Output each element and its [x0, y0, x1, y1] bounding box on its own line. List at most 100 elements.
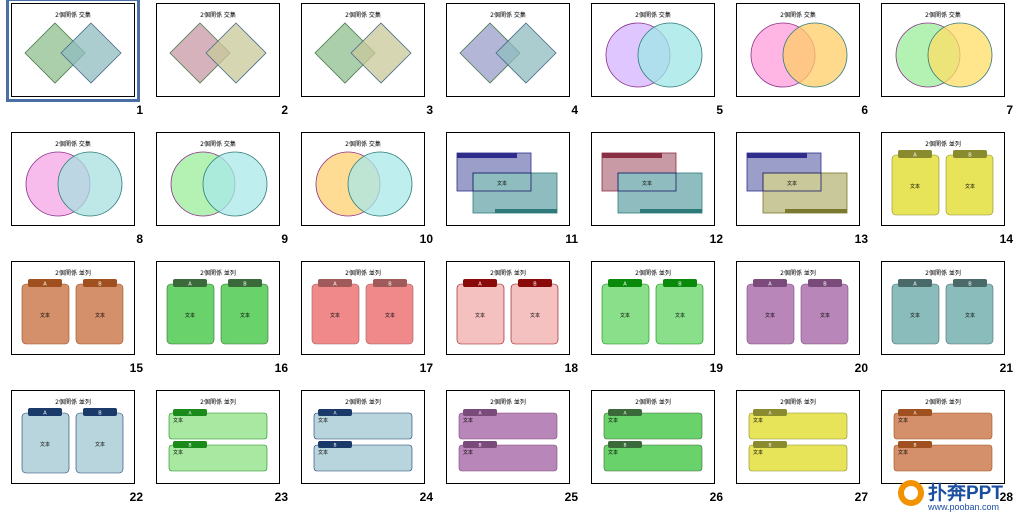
card-a-tab — [173, 279, 207, 287]
slide-preview: 2個関係 交集 — [881, 3, 1005, 97]
slide-thumbnail-11[interactable]: 文本 11 — [446, 132, 586, 246]
card-a-text: 文本 — [330, 312, 340, 319]
diamond-shape-right — [495, 22, 557, 84]
slide-thumbnail-13[interactable]: 文本 13 — [736, 132, 876, 246]
slide-thumbnail-23[interactable]: 2個関係 並列 A B 文本 文本 23 — [156, 390, 296, 504]
slide-preview: 2個関係 交集 — [6, 0, 140, 102]
circle-shape-right — [202, 151, 268, 217]
slide-thumbnail-2[interactable]: 2個関係 交集 2 — [156, 3, 296, 117]
rect-shape-front — [762, 172, 848, 214]
rect-header-bar — [457, 153, 517, 158]
card-a-label: A — [913, 153, 917, 159]
slide-title: 2個関係 交集 — [635, 11, 671, 19]
bar-b-tab — [608, 441, 642, 448]
slide-number: 8 — [136, 232, 143, 246]
slide-title: 2個関係 並列 — [780, 269, 816, 277]
slide-preview: 2個関係 並列 A B 文本 文本 — [446, 390, 570, 484]
bar-b-tab — [173, 441, 207, 448]
slide-thumbnail-27[interactable]: 2個関係 並列 A B 文本 文本 27 — [736, 390, 876, 504]
card-a-text: 文本 — [910, 312, 920, 319]
slide-thumbnail-5[interactable]: 2個関係 交集 5 — [591, 3, 731, 117]
slide-thumbnail-10[interactable]: 2個関係 交集 10 — [301, 132, 441, 246]
slide-text: 文本 — [497, 180, 507, 187]
card-b-label: B — [968, 282, 972, 288]
slide-preview: 2個関係 並列 A B 文本 文本 — [736, 390, 860, 484]
slide-title: 2個関係 交集 — [490, 11, 526, 19]
slide-thumbnail-14[interactable]: 2個関係 並列 A B 文本 文本 14 — [881, 132, 1016, 246]
slide-title: 2個関係 交集 — [345, 11, 381, 19]
card-b-text: 文本 — [820, 312, 830, 319]
slide-thumbnail-8[interactable]: 2個関係 交集 8 — [11, 132, 151, 246]
bar-b — [458, 444, 558, 472]
rect-footer-bar — [495, 209, 557, 213]
slide-thumbnail-15[interactable]: 2個関係 並列 A B 文本 文本 15 — [11, 261, 151, 375]
slide-thumbnail-21[interactable]: 2個関係 並列 A B 文本 文本 21 — [881, 261, 1016, 375]
card-a-tab — [898, 279, 932, 287]
rect-footer-bar — [640, 209, 702, 213]
card-b-text: 文本 — [530, 312, 540, 319]
slide-text: 文本 — [787, 180, 797, 187]
card-b-text: 文本 — [95, 312, 105, 319]
bar-b — [748, 444, 848, 472]
bar-a — [313, 412, 413, 440]
slide-thumbnail-25[interactable]: 2個関係 並列 A B 文本 文本 25 — [446, 390, 586, 504]
bar-b-label: B — [333, 443, 336, 449]
card-a-label: A — [333, 282, 337, 288]
bar-b-text: 文本 — [173, 449, 183, 456]
slide-thumbnail-17[interactable]: 2個関係 並列 A B 文本 文本 17 — [301, 261, 441, 375]
slide-title: 2個関係 並列 — [925, 140, 961, 148]
card-b-text: 文本 — [965, 183, 975, 190]
slide-preview: 2個関係 並列 A B 文本 文本 — [11, 261, 135, 355]
bar-a-label: A — [478, 411, 482, 417]
slide-thumbnail-28[interactable]: 2個関係 並列 A B 文本 文本 28 — [881, 390, 1016, 504]
slide-title: 2個関係 並列 — [780, 398, 816, 406]
bar-a-text: 文本 — [173, 417, 183, 424]
slide-thumbnail-20[interactable]: 2個関係 並列 A B 文本 文本 20 — [736, 261, 876, 375]
bar-b-label: B — [768, 443, 771, 449]
slide-thumbnail-18[interactable]: 2個関係 並列 A B 文本 文本 18 — [446, 261, 586, 375]
bar-a-text: 文本 — [318, 417, 328, 424]
slide-thumbnail-4[interactable]: 2個関係 交集 4 — [446, 3, 586, 117]
slide-number: 7 — [1006, 103, 1013, 117]
bar-a-label: A — [913, 411, 917, 417]
bar-b-text: 文本 — [318, 449, 328, 456]
bar-b-label: B — [623, 443, 626, 449]
slide-number: 2 — [281, 103, 288, 117]
slide-thumbnail-26[interactable]: 2個関係 並列 A B 文本 文本 26 — [591, 390, 731, 504]
slide-number: 18 — [564, 361, 578, 375]
slide-thumbnail-16[interactable]: 2個関係 並列 A B 文本 文本 16 — [156, 261, 296, 375]
bar-b-text: 文本 — [463, 449, 473, 456]
slide-preview: 文本 — [736, 132, 860, 226]
slide-thumbnail-24[interactable]: 2個関係 並列 A B 文本 文本 24 — [301, 390, 441, 504]
slide-preview: 2個関係 並列 A B 文本 文本 — [301, 390, 425, 484]
slide-number: 22 — [129, 490, 143, 504]
bar-a-tab — [173, 409, 207, 416]
slide-thumbnail-7[interactable]: 2個関係 交集 7 — [881, 3, 1016, 117]
bar-b-label: B — [478, 443, 481, 449]
bar-b-tab — [463, 441, 497, 448]
slide-number: 21 — [999, 361, 1013, 375]
card-a-text: 文本 — [475, 312, 485, 319]
slide-thumbnail-3[interactable]: 2個関係 交集 3 — [301, 3, 441, 117]
card-a-text: 文本 — [765, 312, 775, 319]
slide-number: 1 — [136, 103, 143, 117]
slide-number: 20 — [854, 361, 868, 375]
slide-thumbnail-22[interactable]: 2個関係 並列 A B 文本 文本 22 — [11, 390, 151, 504]
card-b-tab — [953, 150, 987, 158]
slide-number: 9 — [281, 232, 288, 246]
slide-preview: 2個関係 並列 A B 文本 文本 — [881, 390, 1005, 484]
slide-thumbnail-1[interactable]: 2個関係 交集 1 — [6, 0, 151, 117]
circle-shape-right — [637, 22, 703, 88]
card-a-label: A — [913, 282, 917, 288]
slide-thumbnail-6[interactable]: 2個関係 交集 6 — [736, 3, 876, 117]
bar-b-text: 文本 — [753, 449, 763, 456]
slide-thumbnail-19[interactable]: 2個関係 並列 A B 文本 文本 19 — [591, 261, 731, 375]
card-b-label: B — [388, 282, 392, 288]
slide-thumbnail-12[interactable]: 文本 12 — [591, 132, 731, 246]
slide-title: 2個関係 交集 — [55, 140, 91, 148]
slide-preview: 2個関係 交集 — [156, 3, 280, 97]
card-a-text: 文本 — [40, 441, 50, 448]
slide-thumbnail-9[interactable]: 2個関係 交集 9 — [156, 132, 296, 246]
card-a-label: A — [188, 282, 192, 288]
slide-title: 2個関係 並列 — [635, 269, 671, 277]
